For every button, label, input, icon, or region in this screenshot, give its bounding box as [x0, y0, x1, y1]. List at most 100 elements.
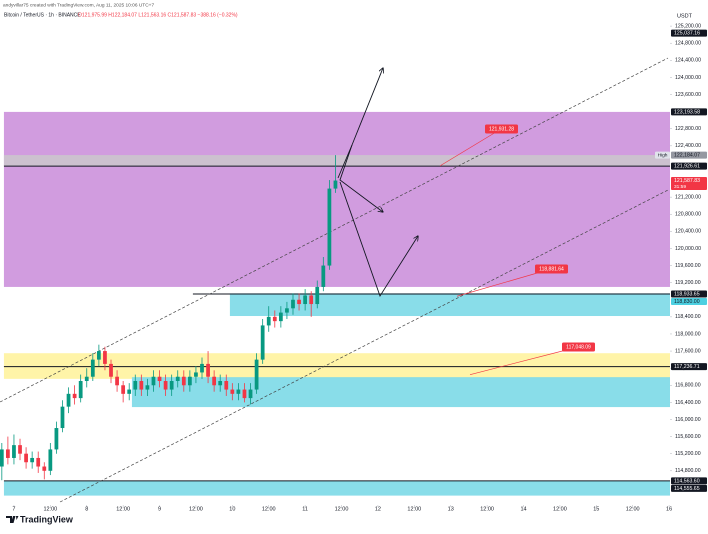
x-tick-label: 7 [12, 506, 15, 512]
candle-body [36, 457, 41, 467]
price-label: 125,037.16 [674, 31, 700, 37]
callout-label: 118,881.64 [539, 267, 564, 273]
candle-body [6, 449, 10, 458]
x-tick-label: 8 [85, 506, 88, 512]
price-label-box [671, 484, 707, 492]
candle-body [90, 359, 95, 377]
callout-box [562, 342, 595, 352]
callouts: 121,931.28 118,881.64 117,048.09 [439, 124, 595, 376]
x-tick-label: 13 [448, 506, 454, 512]
candle-body [242, 389, 247, 399]
x-tick-label: 12:00 [189, 506, 203, 512]
zone [3, 155, 671, 167]
price-label-box [671, 29, 707, 37]
candle-body [109, 363, 113, 377]
y-tick-label: 115,600.00 [675, 434, 701, 440]
candle-body [96, 351, 101, 360]
candle-body [194, 372, 198, 377]
symbol-title: Bitcoin / TetherUS · 1h · BINANCE [4, 12, 81, 18]
drawings [0, 57, 669, 503]
price-label-box [671, 477, 707, 485]
levels [3, 165, 670, 482]
callout-line [469, 346, 579, 376]
price-label-box [671, 290, 707, 298]
price-label-box [671, 177, 707, 191]
callout-line [439, 128, 502, 167]
y-tick-label: 118,400.00 [675, 314, 701, 320]
ohlc-legend: O121,975.99 H122,184.07 L121,563.16 C121… [78, 12, 238, 18]
price-label-box [671, 151, 707, 159]
y-tick-label: 122,800.00 [675, 126, 701, 132]
candle-body [151, 376, 156, 386]
candle-body [321, 265, 326, 287]
price-label: 117,236.71 [674, 364, 700, 370]
channel-lower [59, 189, 669, 503]
credit: andyvillar75 created with TradingView.co… [3, 2, 154, 8]
price-label: 114,563.60 [674, 478, 700, 484]
y-tick-label: 121,200.00 [675, 195, 701, 201]
candle-body [230, 389, 235, 394]
candle-body [54, 428, 59, 450]
candle-body [115, 376, 119, 386]
arrow-mid [339, 144, 383, 212]
candle-body [206, 363, 210, 377]
y-tick-label: 125,200.00 [675, 23, 701, 29]
price-label: 118,830.00 [674, 299, 700, 305]
callout-label: 121,931.28 [489, 127, 514, 133]
y-tick-label: 124,400.00 [675, 58, 701, 64]
y-tick-label: 115,200.00 [675, 451, 701, 457]
candle-body [175, 376, 180, 382]
zone [229, 293, 670, 317]
price-label-box [671, 108, 707, 116]
x-tick-label: 11 [302, 506, 308, 512]
x-tick-label: 12:00 [116, 506, 130, 512]
x-tick-label: 12:00 [262, 506, 276, 512]
price-label-box [671, 298, 707, 306]
candle-body [139, 381, 144, 390]
y-tick-label: 120,800.00 [675, 212, 701, 218]
y-tick-label: 116,800.00 [675, 383, 701, 389]
candle-body [48, 449, 53, 471]
price-axis-bg [670, 0, 708, 534]
candle-body [260, 325, 265, 360]
candle-body [224, 381, 229, 390]
x-tick-label: 16 [666, 506, 672, 512]
y-tick-label: 117,600.00 [675, 348, 701, 354]
candle-body [212, 376, 217, 386]
price-label-box [671, 162, 707, 170]
candle-body [200, 363, 204, 373]
candle-body [218, 381, 223, 386]
brand-logo: TradingView [6, 514, 74, 524]
callout-line [456, 268, 552, 297]
x-tick-label: 10 [229, 506, 235, 512]
y-tick-label: 124,000.00 [675, 75, 701, 81]
y-tick-label: 116,000.00 [675, 417, 701, 423]
candle-body [127, 389, 132, 394]
candle-body [163, 381, 168, 390]
callout-box [485, 124, 518, 134]
price-axis-edge [706, 0, 708, 534]
candle-body [157, 376, 162, 382]
price-label: 121,587.83 [674, 178, 700, 184]
candle-body [145, 385, 150, 390]
zone [3, 480, 671, 496]
y-tick-label: 120,000.00 [675, 246, 701, 252]
candle-body [66, 393, 71, 407]
candle-body [42, 466, 47, 471]
high-tag: High [658, 153, 668, 159]
candle-body [181, 376, 186, 386]
candle-body [24, 453, 28, 463]
time-axis-bg [0, 505, 708, 534]
brand-name: TradingView [20, 514, 74, 524]
candle-body [248, 389, 253, 399]
axes: 125,200.00 124,800.00 124,400.00 124,000.00… [12, 0, 708, 534]
candle-body [18, 445, 22, 454]
candle-body [327, 188, 332, 266]
candle-body [78, 381, 83, 399]
candle-body [291, 299, 295, 309]
price-label: 122,184.07 [674, 153, 700, 159]
x-tick-label: 14 [520, 506, 526, 512]
zone [3, 353, 671, 379]
candle-body [72, 393, 77, 399]
